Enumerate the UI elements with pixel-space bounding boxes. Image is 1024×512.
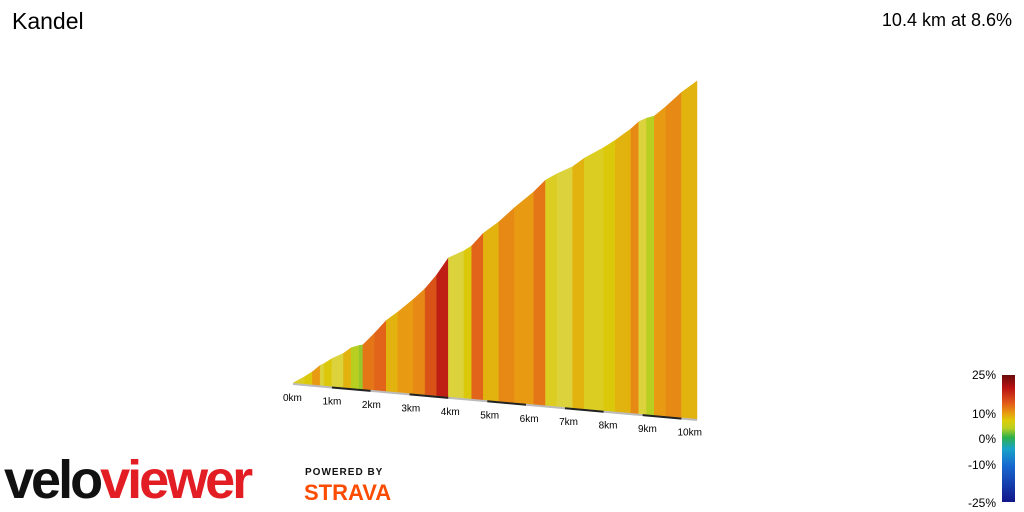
colorbar-label-min: -25% — [967, 496, 996, 510]
gradient-band — [312, 364, 321, 386]
gradient-band — [514, 191, 535, 405]
logo-viewer-text: viewer — [100, 450, 253, 510]
baseline-segment — [642, 414, 682, 420]
gradient-band — [413, 288, 426, 396]
gradient-band — [630, 121, 639, 415]
distance-axis: 0km 1km 2km 3km 4km 5km 6km 7km 8km 9km 10km — [283, 383, 702, 439]
gradient-band — [654, 105, 667, 417]
segment-title: Kandel — [12, 8, 84, 34]
gradient-band — [498, 207, 515, 404]
gradient-band — [556, 166, 573, 409]
segment-summary: 10.4 km at 8.6% — [881, 10, 1012, 30]
x-tick-label: 5km — [480, 410, 499, 421]
x-tick-label: 8km — [599, 421, 618, 432]
gradient-band — [448, 250, 465, 399]
x-tick-label: 1km — [322, 396, 341, 407]
x-tick-label: 0km — [283, 393, 302, 404]
gradient-band — [615, 128, 632, 414]
gradient-band — [358, 344, 364, 390]
x-tick-label: 3km — [401, 403, 420, 414]
gradient-band — [397, 298, 414, 395]
x-tick-label: 9km — [638, 424, 657, 435]
gradient-band — [646, 115, 655, 416]
gradient-band — [424, 274, 437, 397]
gradient-band — [374, 319, 387, 392]
logo-velo-text: velo — [4, 450, 103, 510]
gradient-band — [545, 173, 558, 407]
baseline-segment — [409, 393, 449, 399]
baseline-segment — [564, 407, 604, 413]
baseline-segment — [331, 386, 371, 392]
gradient-band — [463, 245, 472, 400]
powered-by-text: POWERED BY — [305, 467, 384, 478]
colorbar-label-0: 0% — [978, 432, 996, 446]
gradient-band — [584, 147, 605, 411]
x-tick-label: 7km — [559, 417, 578, 428]
baseline-segment — [681, 417, 698, 421]
baseline-segment — [448, 396, 488, 403]
veloviewer-logo: veloviewer — [4, 450, 253, 510]
baseline-segment — [292, 383, 332, 389]
gradient-band — [323, 358, 333, 387]
gradient-band — [483, 221, 500, 402]
gradient-band — [362, 332, 375, 391]
gradient-band — [572, 157, 585, 410]
gradient-band — [681, 80, 698, 420]
gradient-band — [471, 232, 484, 401]
colorbar-label-max: 25% — [971, 368, 996, 382]
gradient-band — [351, 345, 360, 390]
strava-logo: STRAVA — [304, 480, 392, 505]
gradient-colorbar — [1002, 375, 1015, 502]
colorbar-label-minus10: -10% — [967, 458, 996, 472]
gradient-band — [603, 139, 616, 413]
x-tick-label: 10km — [677, 428, 701, 439]
baseline-segment — [370, 389, 410, 396]
baseline-segment — [525, 403, 566, 410]
baseline-segment — [603, 410, 643, 417]
gradient-band — [385, 311, 399, 393]
x-tick-label: 2km — [362, 400, 381, 411]
gradient-band — [319, 363, 325, 387]
x-tick-label: 6km — [520, 414, 539, 425]
gradient-band — [331, 352, 344, 388]
gradient-band — [638, 117, 647, 415]
gradient-band — [304, 371, 313, 386]
gradient-band — [343, 347, 352, 389]
gradient-band — [533, 179, 546, 406]
colorbar-label-10: 10% — [971, 407, 996, 421]
gradient-band — [436, 257, 449, 398]
gradient-bands — [292, 80, 698, 420]
gradient-band — [665, 91, 682, 418]
baseline-segment — [487, 400, 527, 406]
x-tick-label: 4km — [441, 407, 460, 418]
gradient-band — [292, 376, 305, 385]
